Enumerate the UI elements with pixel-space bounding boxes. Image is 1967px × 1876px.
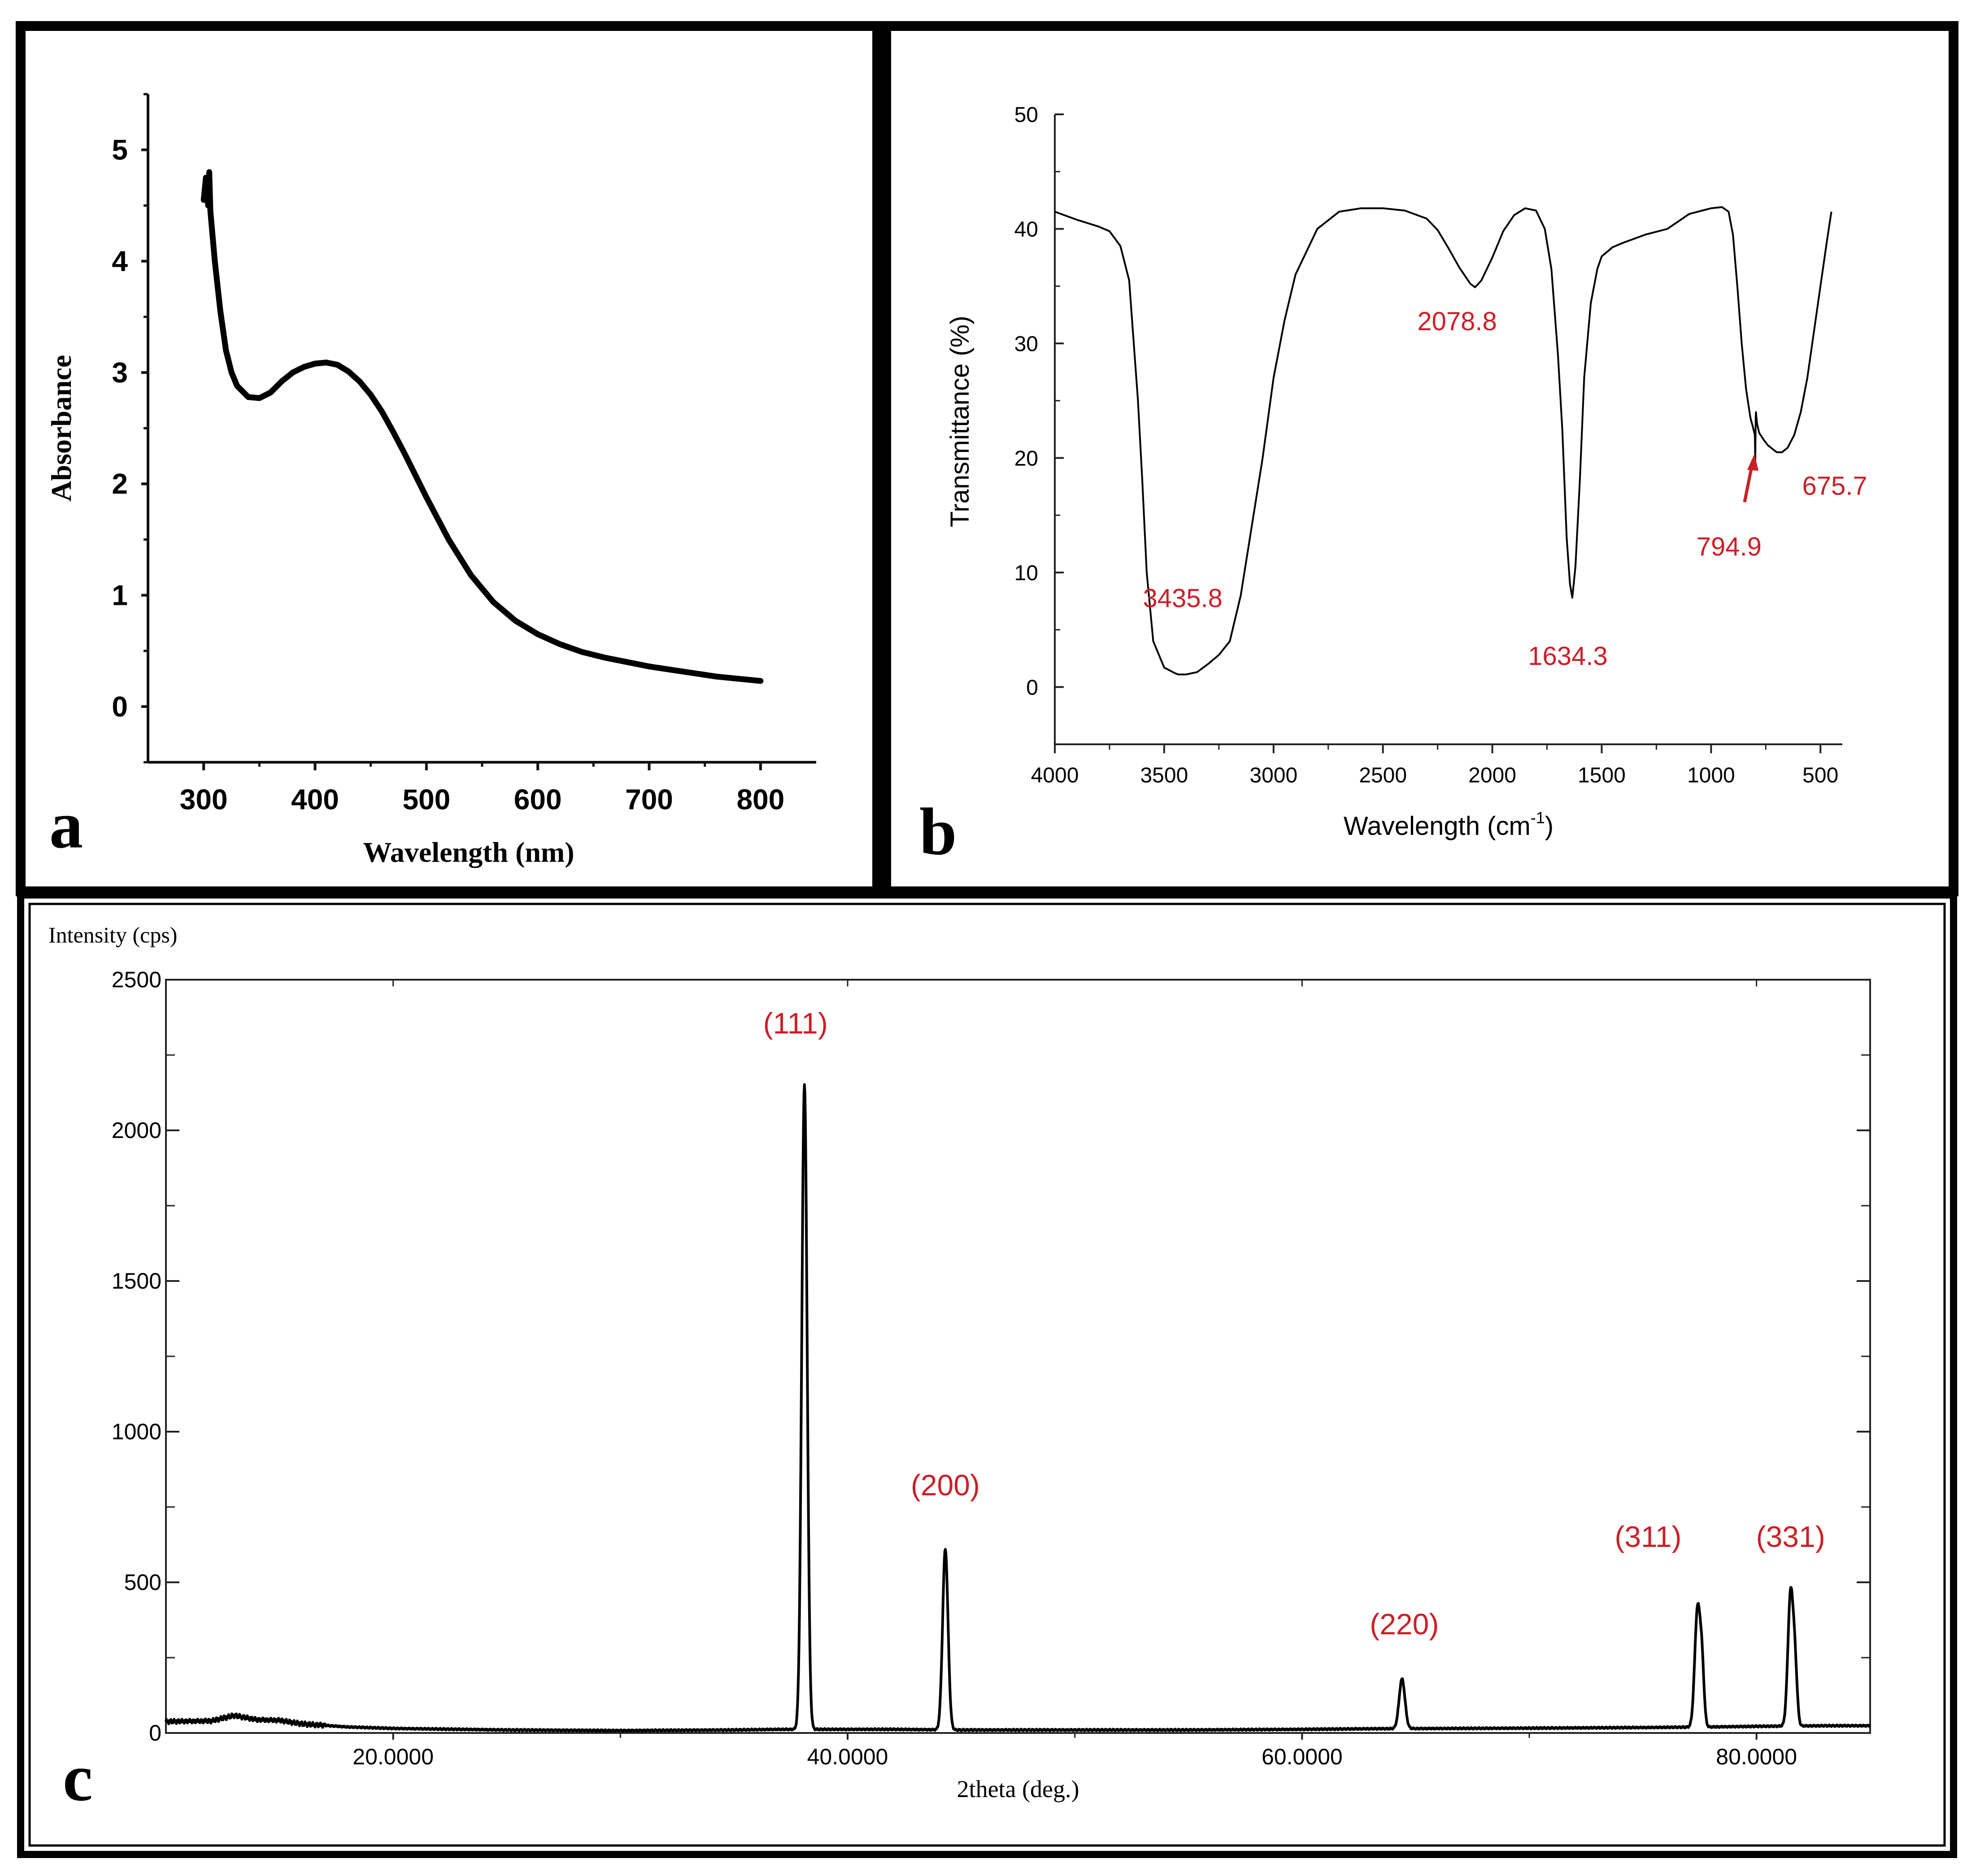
- panel-a-y-tick-label: 3: [112, 356, 128, 389]
- panel-c-y-tick-label: 2500: [112, 967, 161, 992]
- panel-a-x-tick-label: 800: [736, 783, 784, 816]
- panel-a-x-tick-label: 700: [625, 783, 673, 816]
- panel-a-y-tick-label: 2: [112, 468, 128, 500]
- panel-b-y-tick-label: 30: [1014, 332, 1038, 356]
- panel-c-x-tick-label: 60.0000: [1262, 1744, 1343, 1769]
- panel-c-x-tick-label: 80.0000: [1716, 1744, 1797, 1769]
- panel-c-x-axis-label: 2theta (deg.): [957, 1776, 1079, 1802]
- panel-a-x-axis-label: Wavelength (nm): [363, 836, 574, 868]
- panel-a-y-tick-label: 1: [112, 579, 128, 612]
- panel-b-x-tick-label: 1000: [1687, 764, 1735, 787]
- panel-c-y-tick-label: 2000: [112, 1118, 161, 1143]
- panel-c-x-tick-label: 40.0000: [807, 1744, 888, 1769]
- panel-a-x-tick-label: 300: [180, 783, 228, 816]
- panel-b-x-tick-label: 2000: [1468, 764, 1516, 787]
- panel-a-absorbance-curve: [200, 169, 764, 684]
- panel-b-x-axis-label-main: Wavelength (cm: [1344, 812, 1531, 841]
- panel-b-y-tick-label: 40: [1014, 217, 1038, 241]
- panel-b-y-tick-label: 10: [1014, 561, 1038, 585]
- panel-c-y-tick-label: 1000: [112, 1419, 161, 1444]
- panel-c-intensity-curve: [165, 1083, 1871, 1733]
- panel-c-peak-label: (111): [763, 1007, 828, 1040]
- panel-a-absorbance-chart: 300 400 500 600 700 800 0 1 2 3 4 5 Wavelength (nm)…: [45, 93, 816, 868]
- panel-b-x-tick-label: 1500: [1578, 764, 1626, 787]
- panel-b-peak-annotation: 794.9: [1697, 532, 1762, 561]
- panel-c-x-tick-label: 20.0000: [352, 1744, 434, 1769]
- panel-c-label: c: [63, 1741, 93, 1815]
- panel-b-peak-annotation: 1634.3: [1528, 642, 1607, 671]
- panel-b-x-tick-label: 3500: [1140, 764, 1188, 787]
- panel-a-y-tick-label: 4: [112, 245, 128, 278]
- panel-a-y-axis-label: Absorbance: [45, 355, 77, 501]
- panel-a-y-tick-label: 0: [112, 690, 128, 723]
- panel-b-peak-annotation: 2078.8: [1417, 307, 1497, 336]
- panel-b-x-tick-label: 2500: [1359, 764, 1407, 787]
- panel-b-y-tick-label: 20: [1014, 447, 1038, 470]
- panel-a-x-tick-label: 600: [514, 783, 562, 816]
- panel-a-y-tick-label: 5: [112, 134, 128, 166]
- panel-b-transmittance-curve: [1054, 206, 1832, 676]
- panel-b-y-tick-label: 50: [1014, 103, 1038, 127]
- panel-b-peak-annotation: 3435.8: [1143, 584, 1223, 613]
- panel-a-x-tick-label: 500: [402, 783, 450, 816]
- panel-c-y-axis-label: Intensity (cps): [48, 922, 177, 947]
- panel-c-y-tick-label: 500: [124, 1570, 161, 1595]
- panel-b-arrow-head: [1747, 454, 1758, 471]
- panel-b-y-axis-label: Transmittance (%): [945, 316, 975, 527]
- panel-b-peak-annotation: 675.7: [1802, 472, 1867, 501]
- panel-b-label: b: [919, 795, 957, 869]
- panel-c-peak-label: (331): [1756, 1520, 1825, 1553]
- panel-b-x-tick-label: 3000: [1249, 764, 1297, 787]
- panel-c-peak-label: (220): [1370, 1607, 1439, 1641]
- panel-b-x-axis-label: Wavelength (cm-1): [1344, 808, 1554, 841]
- panel-b-ftir-chart: 4000 3500 3000 2500 2000 1500 1000 500 0 10 20 30 40…: [919, 103, 1867, 869]
- panel-c-y-tick-label: 0: [149, 1720, 161, 1746]
- panel-a-x-tick-label: 400: [291, 783, 339, 816]
- panel-c-inner-frame: [28, 903, 1946, 1847]
- panel-b-y-tick-label: 0: [1026, 676, 1038, 699]
- panel-a-label: a: [49, 788, 83, 862]
- panel-c-frame: [17, 891, 1957, 1858]
- panel-b-x-tick-label: 500: [1802, 764, 1838, 787]
- panel-c-peak-label: (311): [1615, 1520, 1681, 1553]
- panel-c-y-tick-label: 1500: [112, 1268, 161, 1294]
- panel-b-x-tick-label: 4000: [1031, 764, 1079, 787]
- panel-b-x-axis-label-suffix: ): [1545, 812, 1554, 841]
- panel-b-x-axis-label-superscript: -1: [1531, 808, 1545, 827]
- panel-c-peak-label: (200): [911, 1468, 980, 1502]
- panel-c-xrd-chart: 20.0000 40.0000 60.0000 80.0000 0 500 1000 1500…: [48, 922, 1871, 1815]
